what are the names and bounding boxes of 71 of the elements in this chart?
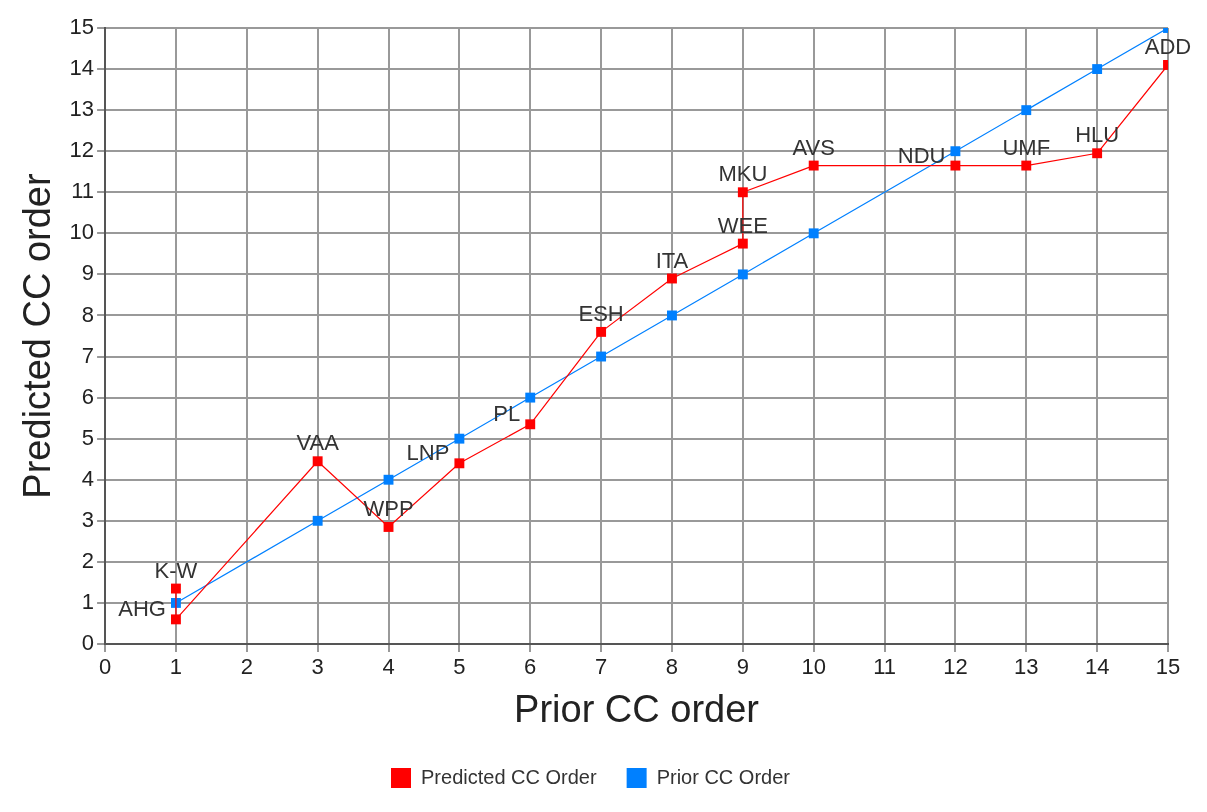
- point: [312, 515, 323, 526]
- point: [1021, 160, 1032, 171]
- y-tick-label: 8: [81, 301, 95, 327]
- annotation: NDU: [897, 142, 946, 168]
- point: [596, 351, 607, 362]
- point: [1092, 64, 1103, 75]
- y-tick-label: 5: [81, 424, 95, 450]
- y-tick-label: 2: [81, 547, 95, 573]
- annotation: VAA: [296, 430, 340, 456]
- point: [596, 326, 607, 337]
- annotation: AHG: [118, 596, 166, 622]
- legend-label: Prior CC Order: [656, 765, 791, 788]
- x-tick-label: 13: [1014, 654, 1039, 680]
- annotation: MKU: [718, 161, 768, 187]
- y-tick-label: 0: [81, 630, 95, 656]
- point: [170, 583, 181, 594]
- point: [454, 458, 465, 469]
- point: [525, 392, 536, 403]
- x-tick-label: 8: [665, 654, 679, 680]
- y-axis-title: Predicted CC order: [16, 173, 59, 499]
- y-tick-label: 15: [69, 14, 95, 40]
- point: [737, 238, 748, 249]
- x-tick-label: 4: [382, 654, 395, 680]
- x-tick-label: 11: [873, 654, 896, 680]
- x-axis-title: Prior CC order: [514, 687, 760, 730]
- y-tick-label: 7: [81, 342, 95, 368]
- point: [950, 160, 961, 171]
- annotation: UMF: [1002, 134, 1051, 160]
- point: [808, 228, 819, 239]
- y-tick-label: 6: [81, 383, 95, 409]
- y-tick-label: 4: [81, 465, 95, 491]
- x-tick-label: 14: [1084, 654, 1110, 680]
- point: [737, 187, 748, 198]
- x-tick-label: 0: [98, 654, 112, 680]
- point: [1092, 148, 1103, 159]
- y-tick-label: 12: [69, 137, 95, 163]
- x-tick-label: 15: [1155, 654, 1181, 680]
- y-tick-label: 10: [69, 219, 95, 245]
- x-tick-label: 10: [801, 654, 826, 680]
- annotation: ESH: [578, 300, 624, 326]
- annotation: AVS: [792, 134, 835, 160]
- point: [454, 433, 465, 444]
- point: [170, 614, 181, 625]
- point: [667, 310, 677, 321]
- point: [525, 419, 536, 430]
- y-tick-label: 13: [69, 96, 95, 122]
- point: [312, 456, 323, 467]
- x-tick-label: 1: [169, 654, 183, 680]
- point: [737, 269, 748, 280]
- point: [808, 160, 819, 171]
- y-tick-label: 14: [69, 55, 95, 81]
- point: [383, 522, 394, 532]
- x-tick-label: 12: [943, 654, 968, 680]
- y-tick-label: 11: [71, 178, 95, 204]
- x-tick-label: 9: [736, 654, 749, 680]
- x-tick-label: 7: [594, 654, 608, 680]
- y-tick-label: 9: [81, 260, 95, 286]
- x-tick-label: 6: [524, 654, 537, 680]
- x-tick-label: 3: [311, 654, 324, 680]
- point: [383, 474, 394, 485]
- point: [667, 273, 677, 284]
- annotation: ITA: [655, 247, 689, 273]
- annotation: ADD: [1144, 34, 1192, 60]
- x-tick-label: 5: [453, 654, 466, 680]
- x-tick-label: 2: [240, 654, 253, 680]
- annotation: K-W: [154, 557, 198, 583]
- y-tick-label: 1: [81, 589, 95, 614]
- y-tick-label: 3: [81, 506, 95, 532]
- point: [1021, 105, 1032, 116]
- point: [950, 146, 961, 157]
- legend-label: Predicted CC Order: [421, 765, 597, 788]
